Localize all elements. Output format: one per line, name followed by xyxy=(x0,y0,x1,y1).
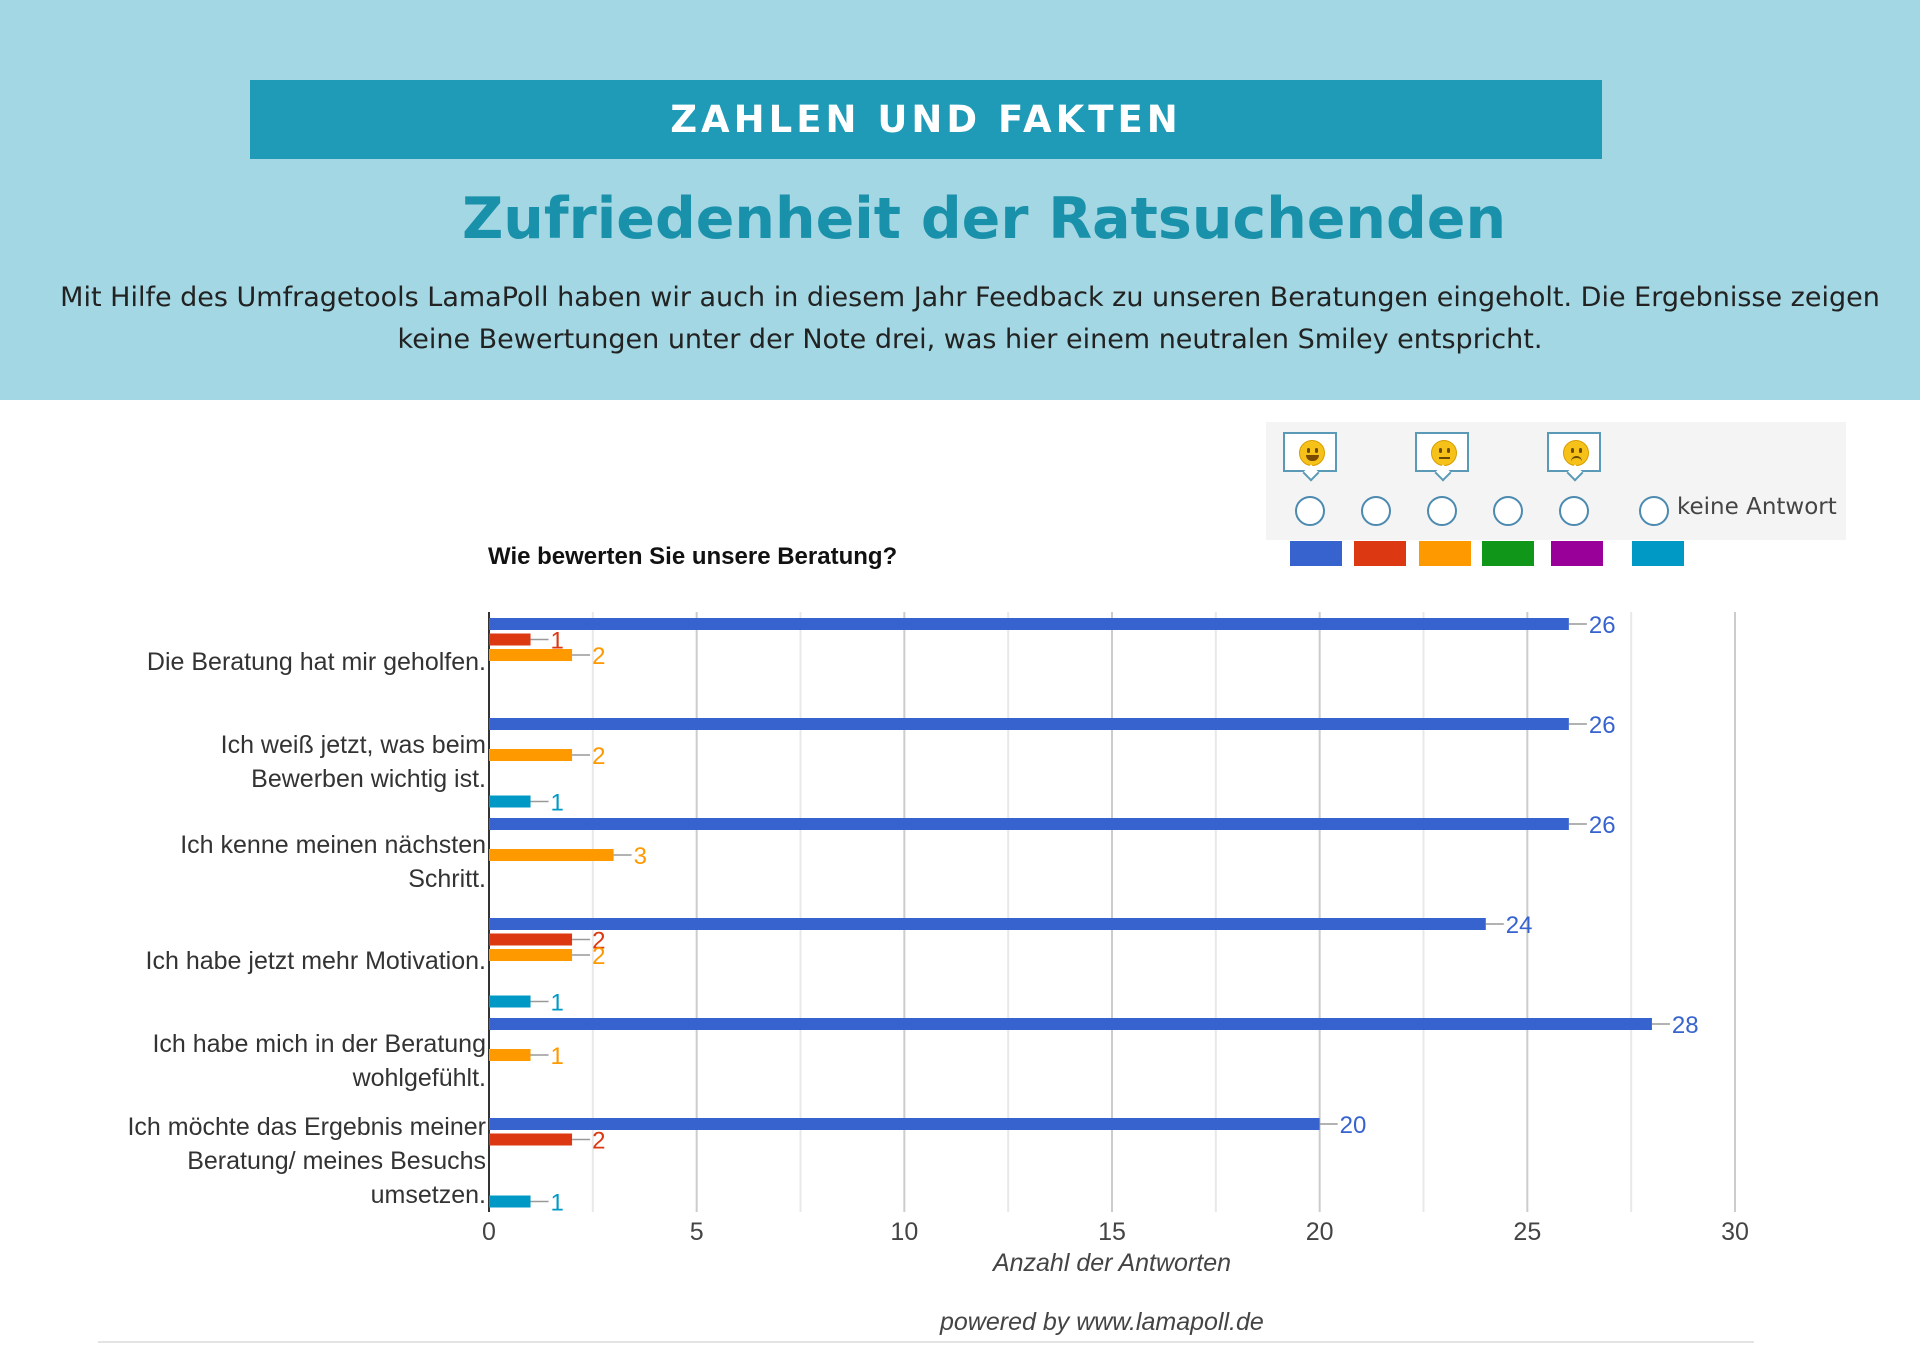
data-label: 2 xyxy=(592,943,605,970)
footer-divider xyxy=(98,1341,1754,1343)
data-label: 26 xyxy=(1589,712,1616,739)
bar xyxy=(489,918,1486,930)
banner-text: ZAHLEN UND FAKTEN xyxy=(670,98,1182,141)
bar xyxy=(489,933,573,946)
category-label: Ich habe mich in der Beratung wohlgefühl… xyxy=(152,1030,486,1092)
bar xyxy=(489,818,1569,830)
x-tick-label: 20 xyxy=(1306,1218,1334,1246)
x-tick-label: 10 xyxy=(890,1218,918,1246)
data-label: 1 xyxy=(551,628,564,655)
data-label: 2 xyxy=(592,928,605,955)
section-banner: ZAHLEN UND FAKTEN xyxy=(250,80,1602,159)
category-label: Die Beratung hat mir geholfen. xyxy=(146,648,486,676)
category-label: Ich kenne meinen nächsten Schritt. xyxy=(180,831,486,893)
rating-radio-4[interactable] xyxy=(1493,496,1523,526)
x-tick-label: 5 xyxy=(690,1218,704,1246)
data-label: 3 xyxy=(634,843,647,870)
data-label: 26 xyxy=(1589,812,1616,839)
intro-text: Mit Hilfe des Umfragetools LamaPoll habe… xyxy=(60,282,1880,355)
header-section: ZAHLEN UND FAKTEN Zufriedenheit der Rats… xyxy=(0,0,1920,400)
bar xyxy=(489,633,531,646)
bar xyxy=(489,618,1569,630)
data-label: 1 xyxy=(551,990,564,1017)
x-tick-label: 30 xyxy=(1721,1218,1749,1246)
data-label: 28 xyxy=(1672,1012,1699,1039)
bar xyxy=(489,1133,573,1146)
x-tick-label: 15 xyxy=(1098,1218,1126,1246)
rating-radio-no-answer[interactable] xyxy=(1639,496,1669,526)
bar xyxy=(489,795,531,808)
x-tick-label: 0 xyxy=(482,1218,496,1246)
bar xyxy=(489,949,573,961)
sad-smiley-icon xyxy=(1547,432,1601,472)
bar-chart: 0 5 10 15 20 25 30 Anzahl der Antworten 26 26 26 24… xyxy=(482,612,1749,1277)
bar xyxy=(489,1049,531,1061)
data-label: 1 xyxy=(551,1190,564,1217)
category-label: Ich weiß jetzt, was beim Bewerben wichti… xyxy=(220,731,486,793)
data-label: 1 xyxy=(551,1043,564,1070)
bar xyxy=(489,995,531,1008)
category-label: Ich möchte das Ergebnis meiner Beratung/… xyxy=(127,1113,486,1209)
rating-radio-1[interactable] xyxy=(1295,496,1325,526)
bar xyxy=(489,749,573,761)
data-label: 2 xyxy=(592,1128,605,1155)
neutral-smiley-icon xyxy=(1415,432,1469,472)
bar xyxy=(489,1118,1320,1130)
legend-swatch-1 xyxy=(1290,541,1342,566)
data-label: 20 xyxy=(1340,1112,1367,1139)
data-label: 1 xyxy=(551,790,564,817)
powered-by-text: powered by www.lamapoll.de xyxy=(940,1308,1264,1336)
data-label: 24 xyxy=(1506,912,1533,939)
legend-swatch-5 xyxy=(1551,541,1603,566)
page-title: Zufriedenheit der Ratsuchenden xyxy=(461,186,1507,252)
happy-smiley-icon xyxy=(1283,432,1337,472)
chart-title: Wie bewerten Sie unsere Beratung? xyxy=(488,543,898,570)
legend-swatch-6 xyxy=(1632,541,1684,566)
bar xyxy=(489,649,573,661)
bar xyxy=(489,1018,1652,1030)
category-label: Ich habe jetzt mehr Motivation. xyxy=(145,947,486,975)
data-label: 26 xyxy=(1589,612,1616,639)
legend-swatch-2 xyxy=(1354,541,1406,566)
legend-swatch-4 xyxy=(1482,541,1534,566)
x-tick-label: 25 xyxy=(1513,1218,1541,1246)
rating-radio-2[interactable] xyxy=(1361,496,1391,526)
x-axis-title: Anzahl der Antworten xyxy=(991,1249,1231,1277)
data-label: 2 xyxy=(592,643,605,670)
bar xyxy=(489,1195,531,1208)
bar xyxy=(489,849,614,861)
bar xyxy=(489,718,1569,730)
rating-radio-3[interactable] xyxy=(1427,496,1457,526)
data-label: 2 xyxy=(592,743,605,770)
no-answer-label: keine Antwort xyxy=(1677,494,1837,520)
rating-radio-5[interactable] xyxy=(1559,496,1589,526)
legend-swatch-3 xyxy=(1419,541,1471,566)
